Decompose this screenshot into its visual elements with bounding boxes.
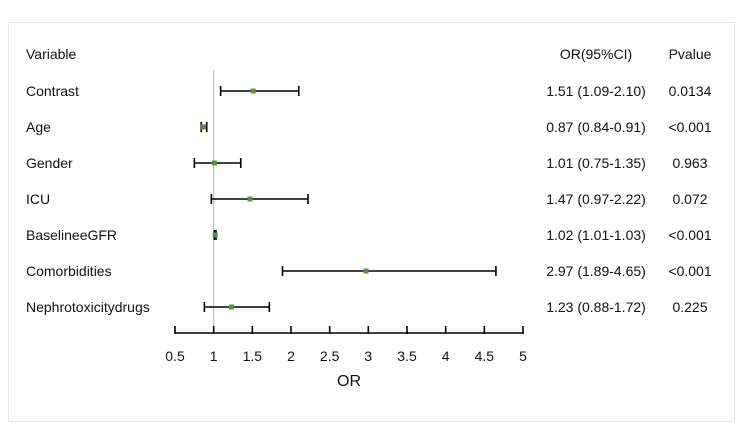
header-or-ci: OR(95%CI) bbox=[560, 46, 632, 62]
row-variable-label: Contrast bbox=[26, 83, 79, 99]
x-tick-label: 2.5 bbox=[320, 348, 340, 364]
row-variable-label: Age bbox=[26, 119, 51, 135]
forest-row: ICU 1.47 (0.97-2.22) 0.072 bbox=[26, 191, 708, 207]
x-tick-label: 4 bbox=[442, 348, 450, 364]
or-point-marker bbox=[212, 232, 218, 238]
forest-row: Nephrotoxicitydrugs 1.23 (0.88-1.72) 0.225 bbox=[26, 299, 708, 315]
row-or-ci-value: 0.87 (0.84-0.91) bbox=[546, 119, 646, 135]
row-or-ci-value: 1.23 (0.88-1.72) bbox=[546, 299, 646, 315]
row-variable-label: BaselineeGFR bbox=[26, 227, 117, 243]
row-or-ci-value: 1.01 (0.75-1.35) bbox=[546, 155, 646, 171]
or-point-marker bbox=[250, 88, 256, 94]
figure-frame bbox=[8, 22, 735, 422]
row-or-ci-value: 1.51 (1.09-2.10) bbox=[546, 83, 646, 99]
header-pvalue: Pvalue bbox=[669, 46, 712, 62]
row-or-ci-value: 1.47 (0.97-2.22) bbox=[546, 191, 646, 207]
x-tick-label: 1.5 bbox=[243, 348, 263, 364]
row-or-ci-value: 2.97 (1.89-4.65) bbox=[546, 263, 646, 279]
x-axis-label: OR bbox=[337, 373, 361, 390]
row-pvalue: 0.225 bbox=[672, 299, 707, 315]
forest-row: Age 0.87 (0.84-0.91) <0.001 bbox=[26, 119, 712, 135]
x-tick-label: 3 bbox=[364, 348, 372, 364]
or-point-marker bbox=[211, 160, 217, 166]
x-tick-label: 5 bbox=[519, 348, 527, 364]
x-tick-label: 2 bbox=[287, 348, 295, 364]
row-pvalue: 0.963 bbox=[672, 155, 707, 171]
x-tick-label: 4.5 bbox=[475, 348, 495, 364]
forest-rows: Contrast 1.51 (1.09-2.10) 0.0134 Age 0.87 (0… bbox=[26, 83, 712, 315]
x-axis: 0.5 1 1.5 2 2.5 3 3.5 4 4.5 5 bbox=[165, 326, 527, 364]
x-tick-label: 3.5 bbox=[397, 348, 417, 364]
row-variable-label: Nephrotoxicitydrugs bbox=[26, 299, 150, 315]
x-tick-label: 1 bbox=[210, 348, 218, 364]
row-or-ci-value: 1.02 (1.01-1.03) bbox=[546, 227, 646, 243]
x-tick-label: 0.5 bbox=[165, 348, 185, 364]
row-pvalue: <0.001 bbox=[668, 263, 711, 279]
forest-row: Comorbidities 2.97 (1.89-4.65) <0.001 bbox=[26, 263, 712, 279]
row-pvalue: <0.001 bbox=[668, 227, 711, 243]
or-point-marker bbox=[228, 304, 234, 310]
row-pvalue: <0.001 bbox=[668, 119, 711, 135]
row-variable-label: Comorbidities bbox=[26, 263, 112, 279]
row-variable-label: ICU bbox=[26, 191, 50, 207]
forest-row: BaselineeGFR 1.02 (1.01-1.03) <0.001 bbox=[26, 227, 712, 243]
forest-row: Contrast 1.51 (1.09-2.10) 0.0134 bbox=[26, 83, 712, 99]
or-point-marker bbox=[247, 196, 253, 202]
row-variable-label: Gender bbox=[26, 155, 73, 171]
or-point-marker bbox=[201, 124, 207, 130]
row-pvalue: 0.0134 bbox=[669, 83, 712, 99]
row-pvalue: 0.072 bbox=[672, 191, 707, 207]
header-variable: Variable bbox=[26, 46, 77, 62]
forest-row: Gender 1.01 (0.75-1.35) 0.963 bbox=[26, 155, 708, 171]
or-point-marker bbox=[363, 268, 369, 274]
